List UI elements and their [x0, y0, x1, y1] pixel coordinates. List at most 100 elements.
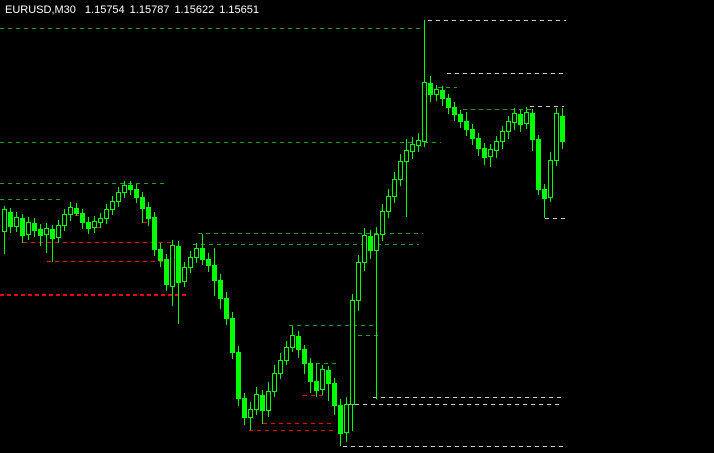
resistance-level-line [289, 325, 374, 326]
bull-candle-body [98, 218, 103, 223]
bull-candle-body [188, 257, 193, 268]
bear-candle-body [230, 318, 235, 353]
bear-candle-body [158, 249, 163, 261]
bull-candle-body [116, 192, 121, 202]
bull-candle-body [362, 235, 367, 263]
bull-candle-body [488, 149, 493, 157]
bear-candle-body [338, 405, 343, 434]
bear-candle-body [242, 398, 247, 418]
bull-candle-body [194, 248, 199, 258]
bear-candle-body [152, 217, 157, 250]
bear-candle-body [332, 383, 337, 406]
bull-candle-body [512, 113, 517, 123]
bull-candle-body [398, 161, 403, 180]
session-level-line [373, 397, 561, 398]
bull-candle-body [404, 150, 409, 162]
bull-candle-body [434, 89, 439, 95]
bull-candle-body [386, 196, 391, 212]
bear-candle-body [206, 259, 211, 266]
bear-candle-body [470, 129, 475, 139]
bear-candle-body [164, 259, 169, 285]
resistance-level-line [0, 183, 164, 184]
bear-candle-body [476, 138, 481, 149]
support-level-line [75, 215, 83, 216]
bull-candle-body [122, 185, 127, 193]
bear-candle-body [536, 139, 541, 190]
bull-candle-body [350, 300, 355, 405]
open-quote: 1.15754 [84, 4, 125, 16]
bear-candle-body [74, 208, 79, 214]
bull-candle-body [92, 221, 97, 228]
bull-candle-body [254, 394, 259, 410]
bear-candle-body [212, 265, 217, 281]
bull-candle-body [44, 228, 49, 235]
bull-candle-body [26, 222, 31, 235]
bull-candle-body [506, 121, 511, 132]
bull-candle-body [14, 217, 19, 227]
support-level-line [143, 222, 151, 223]
session-level-line [428, 20, 566, 21]
bull-candle-body [110, 201, 115, 210]
resistance-level-line [0, 28, 421, 29]
bull-candle-body [380, 211, 385, 235]
bear-candle-body [80, 213, 85, 223]
candle-wick [52, 225, 53, 262]
bear-candle-body [458, 114, 463, 122]
resistance-level-line [198, 233, 423, 234]
bear-candle-body [482, 148, 487, 158]
resistance-level-line [193, 244, 419, 245]
bear-candle-body [560, 116, 565, 142]
bear-candle-body [542, 189, 547, 199]
bear-candle-body [224, 298, 229, 319]
bear-candle-body [236, 352, 241, 399]
bear-candle-body [50, 229, 55, 239]
bull-candle-body [62, 214, 67, 226]
session-level-line [347, 404, 559, 405]
bull-candle-body [524, 112, 529, 124]
bull-candle-body [410, 144, 415, 152]
bear-candle-body [20, 218, 25, 236]
support-level-line [263, 423, 335, 424]
bear-candle-body [140, 197, 145, 209]
candle-wick [316, 363, 317, 397]
bull-candle-body [344, 404, 349, 433]
bull-candle-body [356, 262, 361, 301]
bull-candle-body [392, 179, 397, 197]
bull-candle-body [422, 82, 427, 142]
candle-wick [544, 184, 545, 218]
support-level-line [0, 294, 186, 296]
bear-candle-body [146, 207, 151, 219]
support-level-line [249, 430, 335, 431]
bear-candle-body [302, 349, 307, 364]
bull-candle-body [278, 360, 283, 374]
bear-candle-body [38, 229, 43, 236]
bear-candle-body [296, 336, 301, 350]
bull-candle-body [104, 209, 109, 219]
candle-wick [406, 139, 407, 217]
bear-candle-body [134, 189, 139, 198]
bull-candle-body [56, 225, 61, 238]
bear-candle-body [428, 83, 433, 95]
symbol-period-label: EURUSD,M30 [5, 4, 76, 16]
close-quote: 1.15651 [219, 4, 259, 16]
session-level-line [530, 106, 564, 107]
high-quote: 1.15787 [129, 4, 170, 16]
bull-candle-body [500, 131, 505, 142]
candle-wick [46, 223, 47, 253]
support-level-line [47, 261, 168, 262]
bear-candle-body [440, 90, 445, 99]
bull-candle-body [266, 391, 271, 411]
bull-candle-body [2, 209, 7, 232]
bull-candle-body [248, 409, 253, 418]
resistance-level-line [463, 109, 531, 110]
bull-candle-body [290, 335, 295, 348]
bear-candle-body [260, 395, 265, 411]
bear-candle-body [464, 121, 469, 130]
support-level-line [23, 242, 172, 243]
resistance-level-line [350, 335, 378, 336]
bull-candle-body [170, 245, 175, 287]
low-quote: 1.15622 [174, 4, 215, 16]
chart-title: EURUSD,M30 1.15754 1.15787 1.15622 1.15651 [5, 4, 259, 16]
session-level-line [343, 446, 563, 447]
